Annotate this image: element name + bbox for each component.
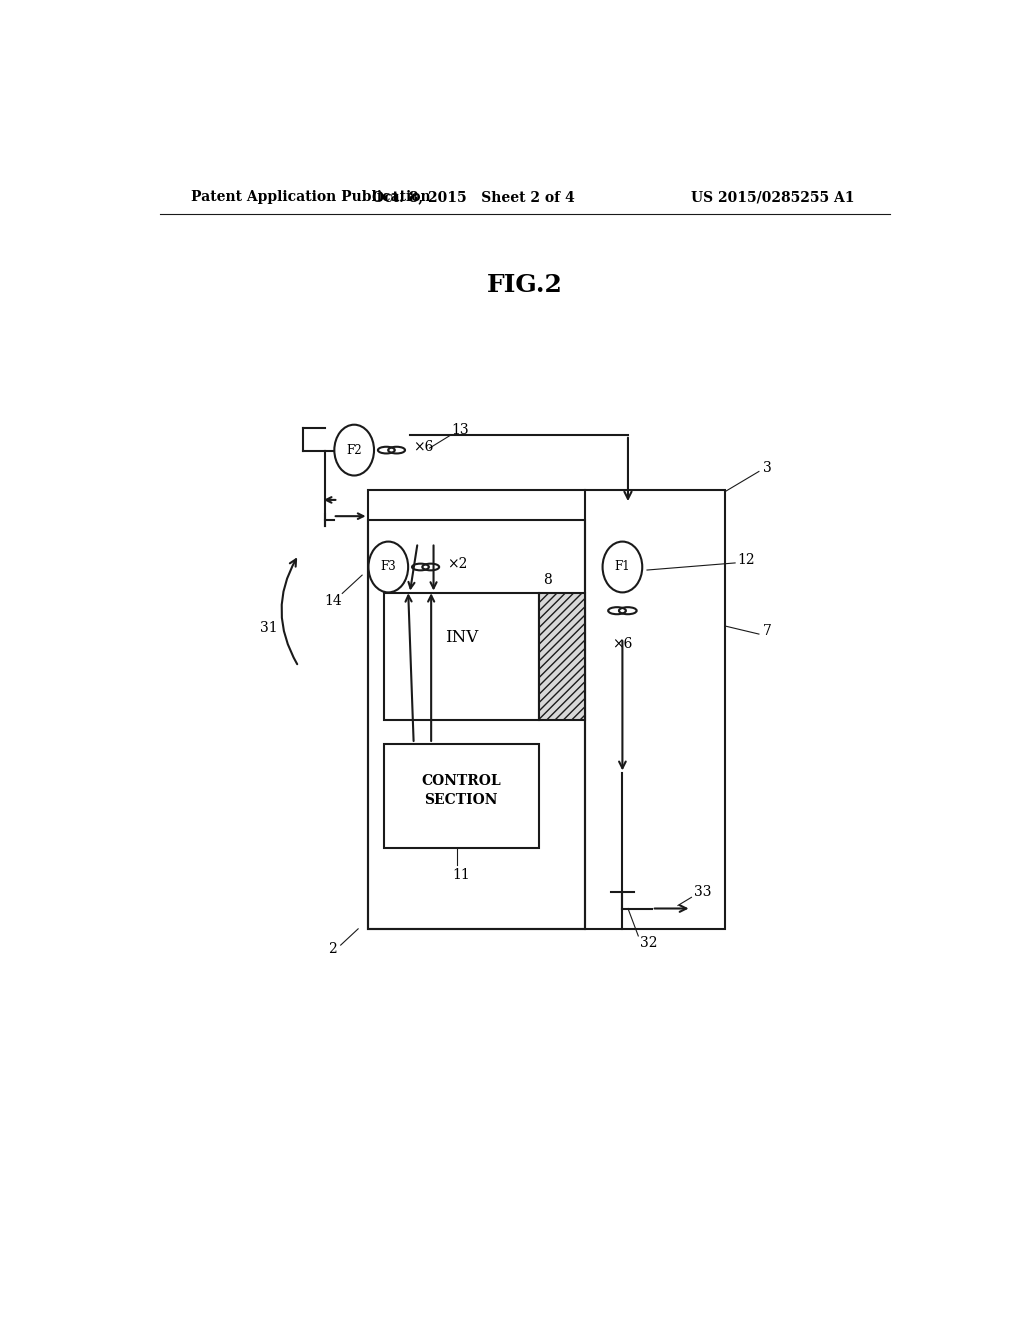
Bar: [539, 594, 585, 721]
Text: F1: F1: [614, 561, 630, 573]
Text: Oct. 8, 2015   Sheet 2 of 4: Oct. 8, 2015 Sheet 2 of 4: [372, 190, 574, 205]
Text: ×6: ×6: [413, 440, 433, 454]
Text: 32: 32: [640, 936, 657, 950]
Circle shape: [369, 541, 409, 593]
Text: 14: 14: [324, 594, 342, 607]
Text: 11: 11: [453, 869, 470, 882]
Text: CONTROL
SECTION: CONTROL SECTION: [422, 775, 501, 807]
Circle shape: [334, 425, 374, 475]
Text: 13: 13: [451, 422, 469, 437]
Bar: [369, 490, 725, 929]
Text: 2: 2: [329, 942, 337, 956]
Bar: [384, 594, 539, 721]
Text: ×2: ×2: [447, 557, 468, 572]
Text: 8: 8: [543, 573, 551, 587]
Text: Patent Application Publication: Patent Application Publication: [191, 190, 431, 205]
Text: F2: F2: [346, 444, 362, 457]
Text: F3: F3: [381, 561, 396, 573]
Text: 33: 33: [694, 886, 712, 899]
Text: 12: 12: [737, 553, 755, 566]
Bar: [384, 744, 539, 847]
Text: 31: 31: [260, 620, 279, 635]
Text: FIG.2: FIG.2: [486, 273, 563, 297]
Circle shape: [602, 541, 642, 593]
Text: INV: INV: [444, 630, 478, 647]
Text: 7: 7: [763, 624, 772, 638]
Bar: [369, 520, 585, 929]
Text: 3: 3: [763, 462, 772, 475]
Text: US 2015/0285255 A1: US 2015/0285255 A1: [690, 190, 854, 205]
Text: ×6: ×6: [612, 636, 633, 651]
Text: 10: 10: [389, 573, 407, 587]
